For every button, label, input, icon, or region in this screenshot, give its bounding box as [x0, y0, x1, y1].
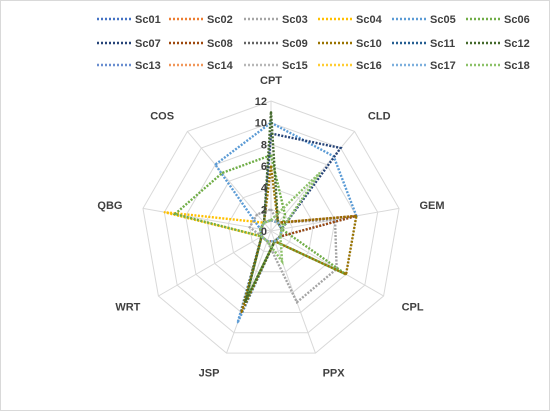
series-sc18 — [259, 172, 321, 266]
point-sc06-cos — [221, 172, 224, 174]
spoke-cpl — [270, 230, 384, 297]
spoke-wrt — [158, 230, 272, 297]
point-sc06-qbg — [174, 213, 176, 215]
legend-label-sc18: Sc18 — [504, 60, 530, 72]
point-sc18-gem — [280, 228, 283, 230]
legend-label-sc08: Sc08 — [207, 38, 233, 50]
point-sc18-wrt — [260, 235, 263, 238]
grid-ring-8 — [185, 143, 357, 313]
point-sc12-jsp — [244, 301, 246, 304]
axis-label-cld: CLD — [368, 110, 391, 122]
point-sc10-cpt — [270, 165, 272, 167]
axis-label-ppx: PPX — [323, 368, 346, 380]
tick-label-6: 6 — [261, 161, 267, 173]
legend: Sc01 Sc02 Sc03 Sc04 Sc05 Sc06 Sc07 Sc08 Sc09 Sc10… — [97, 14, 530, 72]
axis-labels: CPT CLD GEM CPL PPX JSP WRT QBG COS — [97, 75, 444, 380]
point-sc17-ppx — [273, 240, 276, 242]
point-sc17-cld — [277, 221, 279, 224]
radial-ticks: 0 2 4 6 8 10 12 — [255, 96, 268, 238]
point-sc07-cld — [339, 147, 342, 149]
legend-label-sc11: Sc11 — [430, 38, 455, 50]
point-sc03-qbg — [248, 226, 251, 229]
series-line-sc10 — [240, 165, 358, 313]
point-sc03-ppx — [296, 301, 298, 304]
point-sc06-cpt — [270, 154, 272, 156]
point-sc05-cos — [214, 163, 217, 166]
point-sc18-cos — [263, 221, 265, 224]
point-sc03-cpt — [270, 208, 272, 211]
spoke-ppx — [270, 230, 316, 354]
legend-label-sc14: Sc14 — [207, 60, 234, 72]
tick-label-8: 8 — [261, 139, 267, 151]
point-sc18-cld — [318, 172, 321, 174]
point-sc10-gem — [355, 215, 358, 217]
tick-label-4: 4 — [261, 183, 268, 195]
legend-label-sc17: Sc17 — [430, 60, 456, 72]
legend-label-sc10: Sc10 — [356, 38, 382, 50]
legend-label-sc15: Sc15 — [282, 60, 308, 72]
point-sc10-jsp — [240, 311, 243, 314]
axis-label-cos: COS — [150, 110, 174, 122]
legend-label-sc09: Sc09 — [282, 38, 308, 50]
point-sc03-cos — [256, 213, 258, 216]
axis-label-jsp: JSP — [199, 368, 220, 380]
grid-ring-4 — [227, 187, 315, 273]
tick-label-12: 12 — [255, 96, 267, 108]
legend-label-sc06: Sc06 — [504, 14, 530, 26]
tick-label-10: 10 — [255, 118, 267, 130]
spoke-qbg — [142, 207, 272, 232]
point-sc10-cpl — [345, 273, 347, 276]
legend-label-sc05: Sc05 — [430, 14, 456, 26]
point-sc18-qbg — [259, 228, 262, 230]
point-sc04-qbg — [163, 211, 166, 213]
legend-label-sc02: Sc02 — [207, 14, 233, 26]
legend-label-sc07: Sc07 — [135, 38, 161, 50]
legend-label-sc03: Sc03 — [282, 14, 308, 26]
point-sc18-cpt — [270, 219, 272, 221]
point-sc12-cpt — [270, 111, 272, 113]
legend-label-sc12: Sc12 — [504, 38, 530, 50]
legend-label-sc13: Sc13 — [135, 60, 161, 72]
point-sc18-jsp — [266, 240, 269, 242]
point-sc06-cld — [284, 213, 286, 216]
spoke-cos — [187, 131, 272, 232]
legend-label-sc01: Sc01 — [135, 14, 161, 26]
legend-label-sc04: Sc04 — [356, 14, 383, 26]
series-line-sc06 — [172, 153, 347, 303]
axis-label-qbg: QBG — [97, 200, 122, 212]
legend-label-sc16: Sc16 — [356, 60, 382, 72]
axis-label-cpl: CPL — [402, 301, 424, 313]
point-sc18-cpl — [279, 235, 282, 238]
series-layer — [163, 111, 358, 324]
grid-ring-10 — [163, 122, 379, 334]
tick-label-0: 0 — [261, 226, 267, 238]
series-line-sc17 — [259, 218, 283, 243]
point-sc03-gem — [334, 218, 336, 221]
grid-ring-12 — [142, 100, 400, 354]
point-sc18-ppx — [281, 260, 283, 263]
axis-label-wrt: WRT — [115, 301, 140, 313]
grid-ring-6 — [206, 165, 336, 293]
series-line-sc05 — [213, 121, 358, 324]
series-line-sc12 — [243, 111, 283, 303]
series-line-sc18 — [259, 172, 321, 266]
tick-label-2: 2 — [261, 204, 267, 216]
point-sc05-jsp — [236, 321, 239, 324]
axis-label-gem: GEM — [420, 200, 445, 212]
axis-label-cpt: CPT — [260, 75, 282, 87]
